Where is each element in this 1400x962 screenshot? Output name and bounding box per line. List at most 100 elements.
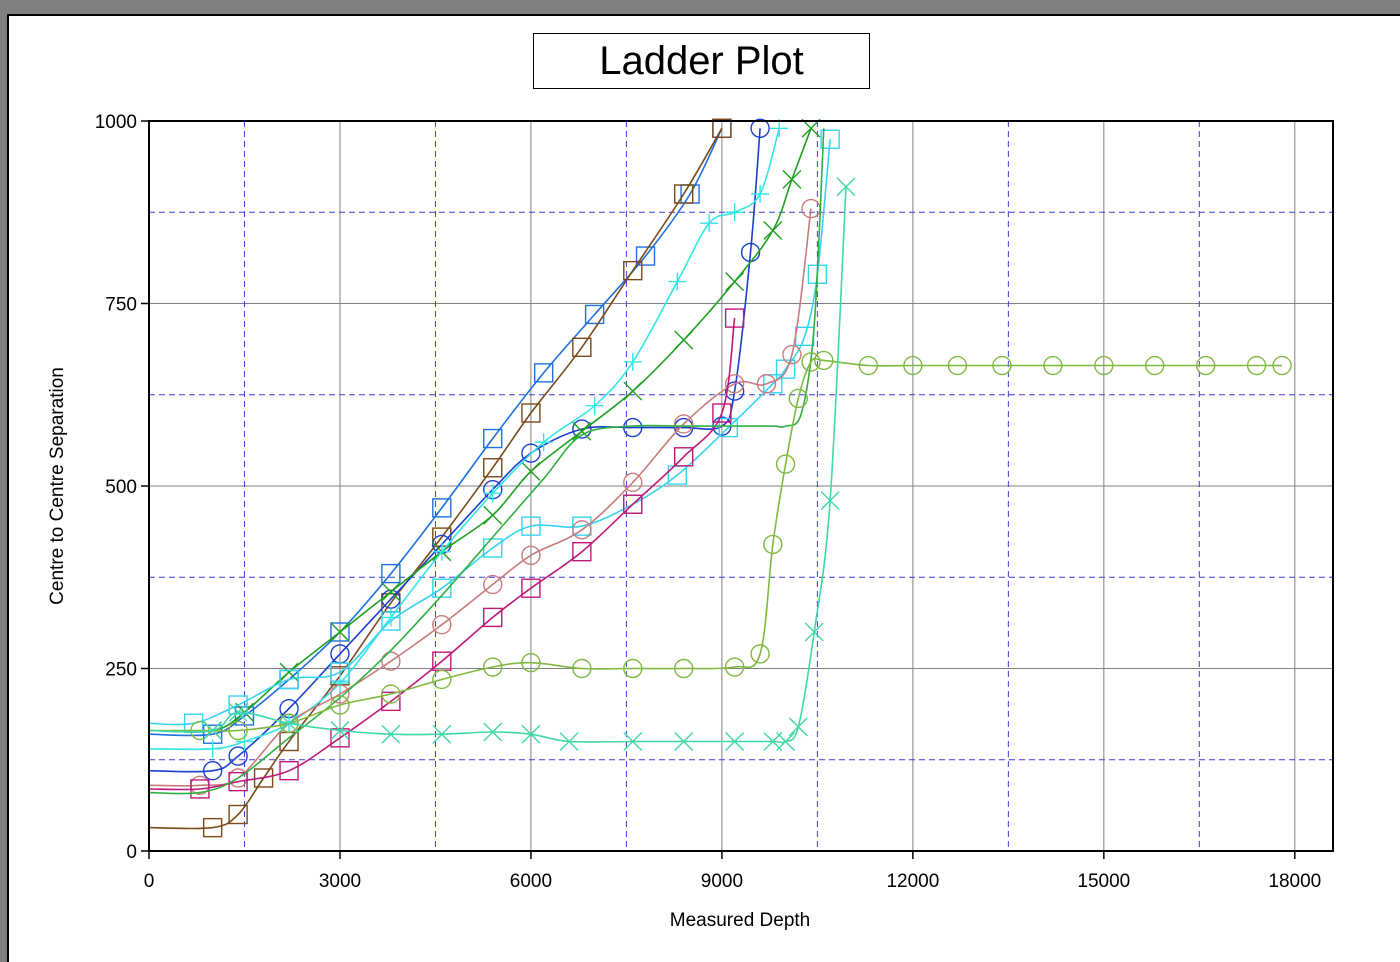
data-point-square [712, 118, 732, 139]
data-point-circle [521, 652, 541, 673]
data-point-cross [623, 381, 643, 401]
data-point-square [330, 662, 350, 682]
data-point-cross [521, 461, 541, 481]
data-point-plus [483, 484, 502, 503]
x-tick-label: 3000 [319, 871, 361, 892]
data-point-square [483, 458, 503, 478]
data-point-plus [623, 352, 642, 371]
data-point-square [763, 374, 783, 394]
x-tick-label: 15000 [1077, 871, 1130, 892]
data-point-square [279, 669, 299, 690]
data-point-circle [381, 651, 401, 671]
series-group [148, 129, 840, 733]
data-point-circle [750, 118, 770, 139]
series-line [148, 128, 825, 795]
data-point-circle [623, 472, 643, 493]
data-point-square [432, 498, 452, 518]
data-point-circle [330, 695, 350, 715]
data-point-cross [725, 732, 745, 751]
x-tick-label: 6000 [510, 871, 552, 892]
series-line [148, 128, 780, 751]
data-point-square [820, 129, 840, 149]
data-point-plus [585, 396, 604, 415]
data-point-plus [235, 732, 254, 751]
data-point-square [572, 542, 592, 562]
data-point-cross [228, 702, 248, 722]
data-point-circle [228, 720, 248, 741]
data-point-cross [836, 177, 856, 197]
data-point-plus [700, 214, 719, 233]
series-group [148, 118, 732, 744]
data-point-plus [432, 542, 451, 561]
window-title-bar [0, 0, 1400, 14]
data-point-cross [330, 721, 350, 741]
data-point-circle [1145, 355, 1165, 376]
x-tick-label: 12000 [886, 871, 939, 892]
data-point-circle [674, 414, 694, 434]
data-point-cross [203, 721, 223, 741]
series-line [148, 186, 847, 744]
data-point-square [572, 516, 592, 536]
data-point-square [202, 817, 223, 838]
data-point-circle [1094, 355, 1114, 376]
data-point-circle [202, 761, 223, 781]
data-point-circle [788, 388, 808, 409]
data-point-square [623, 494, 643, 514]
data-point-square [533, 363, 554, 383]
data-point-circle [724, 657, 745, 677]
x-tick-label: 0 [144, 871, 155, 892]
data-point-circle [750, 644, 770, 664]
data-point-circle [724, 374, 745, 394]
data-point-square [718, 417, 738, 438]
data-point-square [228, 804, 248, 825]
data-point-circle [674, 417, 694, 438]
data-point-cross [559, 732, 579, 751]
data-point-circle [1043, 355, 1063, 376]
data-point-circle [1246, 355, 1267, 376]
data-point-circle [724, 381, 745, 401]
data-point-square [330, 622, 350, 642]
series-line [148, 208, 812, 787]
series-line [148, 128, 812, 733]
data-point-circle [1272, 355, 1292, 376]
data-point-square [381, 611, 401, 631]
data-point-cross [674, 330, 694, 350]
data-point-square [253, 768, 274, 788]
data-point-square [521, 578, 541, 598]
data-point-circle [756, 374, 777, 394]
data-point-square [635, 246, 656, 266]
data-point-cross [381, 582, 401, 602]
data-point-circle [330, 684, 350, 704]
data-point-circle [521, 545, 541, 566]
data-point-cross [623, 732, 643, 751]
y-tick-label: 250 [105, 660, 137, 681]
data-point-plus [534, 433, 553, 452]
data-point-cross [483, 722, 503, 742]
data-point-plus [330, 674, 349, 693]
data-point-circle [623, 417, 643, 438]
chart-frame [7, 14, 1400, 962]
data-point-circle [814, 350, 834, 371]
data-point-square [724, 308, 745, 328]
data-point-square [190, 779, 210, 799]
data-point-square [521, 516, 541, 536]
data-point-circle [572, 419, 592, 439]
data-point-cross [820, 491, 840, 511]
data-point-circle [483, 574, 503, 595]
data-point-cross [776, 732, 796, 751]
data-point-plus [668, 272, 687, 291]
data-point-square [483, 607, 503, 628]
data-point-circle [483, 657, 503, 677]
data-point-square [712, 403, 732, 423]
series-line [148, 317, 736, 791]
data-point-square [572, 337, 592, 357]
data-point-square [432, 578, 452, 598]
data-point-circle [674, 658, 694, 679]
data-point-circle [763, 534, 783, 555]
series-group [148, 118, 732, 838]
data-point-circle [903, 355, 923, 376]
x-axis-label: Measured Depth [670, 910, 810, 931]
data-point-cross [804, 622, 824, 642]
data-point-square [228, 771, 248, 792]
